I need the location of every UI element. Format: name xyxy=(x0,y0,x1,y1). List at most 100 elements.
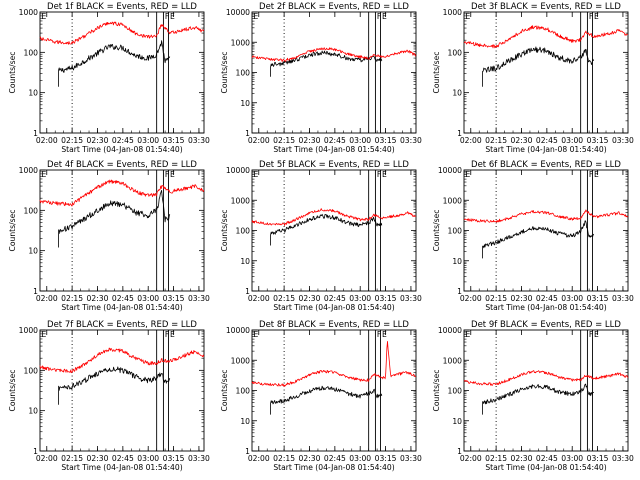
plot-frame xyxy=(251,11,417,134)
x-tick-label: 02:15 xyxy=(61,454,83,463)
x-tick-label: 02:30 xyxy=(299,294,321,303)
marker-label-f: F xyxy=(589,12,593,21)
y-tick-label: 10 xyxy=(28,407,38,416)
y-tick-label: 10000 xyxy=(438,326,462,335)
plot-frame xyxy=(463,329,629,452)
x-tick-label: 02:15 xyxy=(485,294,507,303)
y-tick-label: 10000 xyxy=(226,326,250,335)
y-tick-label: 10 xyxy=(452,89,462,98)
panel-title: Det 8f BLACK = Events, RED = LLD xyxy=(259,320,409,330)
detector-panel: Det 7f BLACK = Events, RED = LLD 1 10 100 10… xyxy=(8,320,210,472)
x-tick-label: 03:30 xyxy=(188,294,210,303)
x-tick-label: 03:00 xyxy=(561,136,583,145)
events-series-line xyxy=(58,189,171,248)
marker-label-e: E xyxy=(594,170,599,179)
y-tick-label: 1 xyxy=(245,447,250,456)
y-tick-label: 100 xyxy=(448,387,463,396)
y-axis-label: Counts/sec xyxy=(432,370,441,412)
lld-series-line xyxy=(39,179,205,207)
marker-label-e-left: E xyxy=(254,330,259,339)
x-tick-label: 03:30 xyxy=(400,136,422,145)
lld-series-line xyxy=(39,21,205,45)
x-axis-label: Start Time (04-Jan-08 01:54:40) xyxy=(273,463,394,472)
detector-panel: Det 4f BLACK = Events, RED = LLD 1 10 100 10… xyxy=(8,160,210,312)
marker-label-e-left: E xyxy=(466,170,471,179)
x-tick-label: 02:00 xyxy=(248,454,270,463)
x-tick-label: 02:45 xyxy=(324,136,346,145)
x-tick-label: 02:45 xyxy=(324,294,346,303)
marker-label-e-left: E xyxy=(42,12,47,21)
marker-label-e: E xyxy=(170,170,175,179)
y-tick-label: 100 xyxy=(236,227,251,236)
y-axis-label: Counts/sec xyxy=(220,210,229,252)
x-tick-label: 03:15 xyxy=(163,294,185,303)
marker-label-f: F xyxy=(589,330,593,339)
lld-series-line xyxy=(251,208,417,226)
x-tick-label: 02:15 xyxy=(485,454,507,463)
y-tick-label: 10 xyxy=(452,257,462,266)
detector-panel: Det 3f BLACK = Events, RED = LLD 1 10 100 10… xyxy=(432,2,634,154)
y-tick-label: 1 xyxy=(457,129,462,138)
x-tick-label: 02:00 xyxy=(460,294,482,303)
x-tick-label: 03:30 xyxy=(188,136,210,145)
plot-frame xyxy=(39,11,205,134)
panel-title: Det 5f BLACK = Events, RED = LLD xyxy=(259,160,409,170)
x-tick-label: 02:15 xyxy=(273,294,295,303)
y-tick-label: 100 xyxy=(448,48,463,57)
plot-frame xyxy=(39,169,205,292)
plot-frame xyxy=(463,169,629,292)
x-axis-label: Start Time (04-Jan-08 01:54:40) xyxy=(273,303,394,312)
y-tick-label: 100 xyxy=(24,206,39,215)
marker-label-e-left: E xyxy=(42,330,47,339)
events-series-line xyxy=(58,366,171,405)
x-tick-label: 03:15 xyxy=(587,136,609,145)
y-tick-label: 1000 xyxy=(231,196,250,205)
y-axis-label: Counts/sec xyxy=(432,210,441,252)
x-tick-label: 03:15 xyxy=(163,454,185,463)
lld-series-line xyxy=(251,47,417,62)
y-tick-label: 1000 xyxy=(231,38,250,47)
y-tick-label: 10 xyxy=(28,89,38,98)
marker-label-f: F xyxy=(377,330,381,339)
x-tick-label: 03:00 xyxy=(349,454,371,463)
x-tick-label: 02:30 xyxy=(299,136,321,145)
x-tick-label: 03:15 xyxy=(375,136,397,145)
x-tick-label: 02:15 xyxy=(61,136,83,145)
x-axis-label: Start Time (04-Jan-08 01:54:40) xyxy=(485,463,606,472)
x-tick-label: 02:00 xyxy=(36,454,58,463)
panel-title: Det 9f BLACK = Events, RED = LLD xyxy=(471,320,621,330)
y-tick-label: 10 xyxy=(28,247,38,256)
detector-panel: Det 9f BLACK = Events, RED = LLD 1 10 100 10… xyxy=(432,320,634,472)
y-tick-label: 10000 xyxy=(226,166,250,175)
lld-series-line xyxy=(463,209,629,223)
x-tick-label: 02:30 xyxy=(87,294,109,303)
x-tick-label: 02:30 xyxy=(511,136,533,145)
detector-panel: Det 8f BLACK = Events, RED = LLD 1 10 100 10… xyxy=(220,320,422,472)
y-tick-label: 1000 xyxy=(19,8,38,17)
x-tick-label: 02:45 xyxy=(112,294,134,303)
panel-title: Det 2f BLACK = Events, RED = LLD xyxy=(259,2,409,12)
plot-frame xyxy=(39,329,205,452)
events-series-line xyxy=(270,385,383,415)
y-tick-label: 10 xyxy=(240,417,250,426)
x-tick-label: 03:00 xyxy=(561,294,583,303)
panel-title: Det 7f BLACK = Events, RED = LLD xyxy=(47,320,197,330)
y-axis-label: Counts/sec xyxy=(432,52,441,94)
x-tick-label: 02:45 xyxy=(112,136,134,145)
plot-frame xyxy=(463,11,629,134)
x-axis-label: Start Time (04-Jan-08 01:54:40) xyxy=(61,303,182,312)
x-tick-label: 02:00 xyxy=(460,136,482,145)
detector-panel: Det 5f BLACK = Events, RED = LLD 1 10 100 10… xyxy=(220,160,422,312)
x-tick-label: 02:00 xyxy=(248,294,270,303)
marker-label-e-left: E xyxy=(42,170,47,179)
marker-label-f: F xyxy=(165,170,169,179)
x-tick-label: 03:30 xyxy=(400,454,422,463)
marker-label-f: F xyxy=(589,170,593,179)
x-tick-label: 02:45 xyxy=(112,454,134,463)
x-axis-label: Start Time (04-Jan-08 01:54:40) xyxy=(273,145,394,154)
lld-series-line xyxy=(39,347,205,374)
y-tick-label: 1 xyxy=(245,287,250,296)
marker-label-e: E xyxy=(382,330,387,339)
x-tick-label: 02:00 xyxy=(248,136,270,145)
